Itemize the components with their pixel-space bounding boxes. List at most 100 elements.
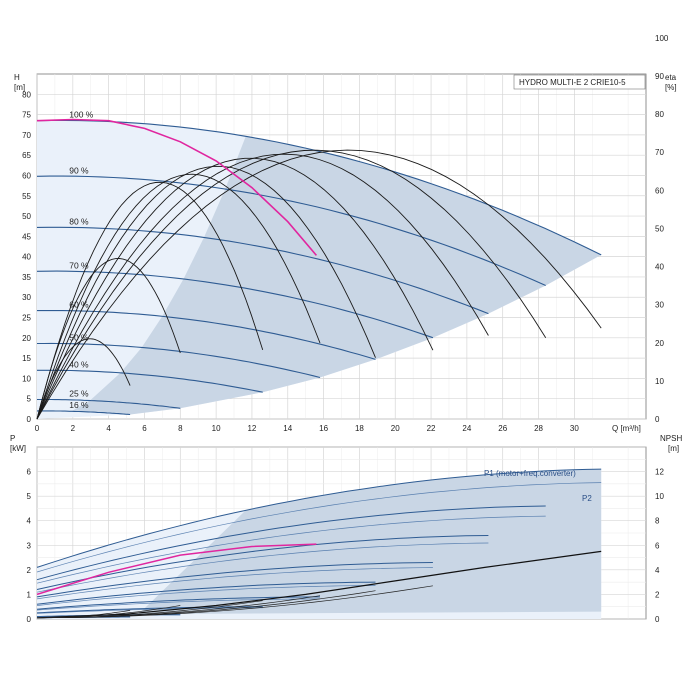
eta-tick: 70 (655, 148, 664, 157)
speed-curve (37, 369, 263, 393)
q-tick: 4 (106, 424, 111, 433)
npsh-tick: 4 (655, 566, 660, 575)
eta-tick: 0 (655, 415, 660, 424)
efficient-region (71, 136, 602, 415)
p1-curve (36, 606, 263, 614)
p2-annotation: P2 (582, 494, 592, 503)
eta-tick: 80 (655, 110, 664, 119)
q-tick: 12 (247, 424, 256, 433)
p1-curve (36, 596, 320, 610)
speed-label: 16 % (69, 400, 89, 410)
speed-curve (36, 175, 546, 287)
h-tick: 45 (22, 232, 31, 241)
speed-curve (37, 410, 131, 416)
eta-tick: 10 (655, 377, 664, 386)
efficiency-curve (36, 338, 131, 420)
head-speed-curves (36, 119, 602, 416)
eta-tick: 100 (655, 34, 669, 43)
speed-curve (36, 226, 489, 315)
head-panel: 100 % 90 % 80 % 70 % 60 % 50 % 40 % 25 %16 % 0 5… (14, 34, 677, 433)
h-tick: 75 (22, 111, 31, 120)
p2-curve (36, 482, 602, 573)
npsh-speed-curve (36, 600, 263, 619)
p2-curve (36, 515, 546, 584)
npsh-axis-label-line2: [m] (668, 444, 679, 453)
p-tick: 4 (27, 517, 32, 526)
speed-label: 80 % (69, 216, 89, 226)
p-tick: 3 (27, 541, 32, 550)
p1-curve (36, 468, 602, 568)
p1-annotation: P1 (motor+freq.converter) (484, 469, 576, 478)
npsh-tick: 0 (655, 615, 660, 624)
speed-label: 70 % (69, 260, 89, 270)
h-tick: 40 (22, 253, 31, 262)
eta-axis-label: eta [%] (665, 73, 677, 92)
q-tick: 14 (283, 424, 292, 433)
efficiency-curve (36, 181, 264, 420)
title-box-frame (513, 74, 646, 90)
speed-curve (37, 398, 181, 409)
q-tick: 2 (71, 424, 76, 433)
h-tick: 65 (22, 151, 31, 160)
power-curves (36, 468, 602, 619)
efficiency-curve (36, 149, 547, 420)
q-tick: 8 (178, 424, 183, 433)
h-tick: 10 (22, 374, 31, 383)
eta-tick: 60 (655, 186, 664, 195)
h-tick: 20 (22, 334, 31, 343)
efficiency-curve (36, 173, 321, 420)
p-tick: 5 (27, 492, 32, 501)
q-axis-label: Q [m³/h] (612, 424, 641, 433)
p2-curve (36, 598, 320, 611)
npsh-tick: 6 (655, 541, 660, 550)
eta-tick: 90 (655, 72, 664, 81)
h-axis-label-line2: [m] (14, 83, 25, 92)
q-tick: 22 (427, 424, 436, 433)
p-axis-label-line2: [kW] (10, 444, 26, 453)
power-efficient-region (138, 469, 602, 615)
eta-tick: 50 (655, 224, 664, 233)
efficiency-curve (36, 153, 489, 420)
h-tick: 35 (22, 273, 31, 282)
p-axis-label-line1: P (10, 434, 15, 443)
q-tick: 18 (355, 424, 364, 433)
p-tick: 6 (27, 468, 32, 477)
chart-title: HYDRO MULTI-E 2 CRIE10-5 (519, 78, 626, 87)
h-tick: 50 (22, 212, 31, 221)
speed-label: 40 % (69, 359, 89, 369)
head-operating-regions (37, 120, 602, 420)
h-tick: 80 (22, 90, 31, 99)
eta-axis-label-line2: [%] (665, 83, 677, 92)
h-tick: 15 (22, 354, 31, 363)
eta-tick: 40 (655, 263, 664, 272)
efficiency-curve (36, 258, 181, 420)
p-tick: 0 (27, 615, 32, 624)
npsh-axis-label-line1: NPSH (660, 434, 682, 443)
h-axis-label-line1: H (14, 73, 20, 82)
npsh-tick: 2 (655, 590, 660, 599)
speed-label: 60 % (69, 300, 89, 310)
p2-curve (36, 585, 376, 606)
speed-curve (36, 119, 602, 256)
p-axis-label: P [kW] (10, 434, 26, 453)
efficiency-curve (36, 165, 376, 420)
npsh-tick: 8 (655, 517, 660, 526)
q-tick: 10 (212, 424, 221, 433)
h-tick: 30 (22, 293, 31, 302)
eta-tick: 30 (655, 301, 664, 310)
q-tick: 28 (534, 424, 543, 433)
q-tick: 6 (142, 424, 147, 433)
p1-curve (36, 505, 546, 581)
q-tick: 0 (35, 424, 40, 433)
h-tick: 25 (22, 314, 31, 323)
npsh-tick: 12 (655, 468, 664, 477)
duty-curve-line (36, 118, 318, 256)
h-tick: 70 (22, 131, 31, 140)
h-axis-label: H [m] (14, 73, 25, 92)
efficiency-curve (36, 149, 602, 420)
npsh-curve (36, 550, 602, 619)
p2-curve (36, 567, 433, 600)
